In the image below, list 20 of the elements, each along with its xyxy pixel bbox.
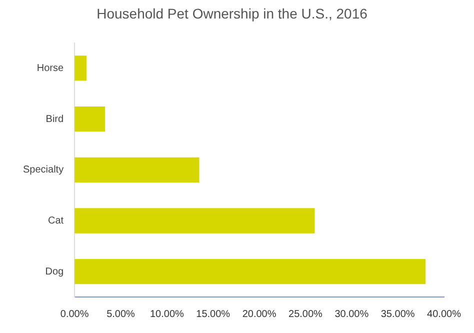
bar [74, 208, 315, 234]
y-tick-label: Specialty [23, 164, 64, 176]
x-tick-label: 5.00% [106, 308, 136, 320]
x-tick-label: 20.00% [242, 308, 276, 320]
x-tick-label: 30.00% [334, 308, 369, 320]
x-tick-label: 15.00% [196, 308, 230, 320]
x-tick-label: 0.00% [60, 308, 89, 320]
y-tick-label: Dog [45, 266, 64, 278]
x-tick-label: 40.00% [427, 308, 462, 320]
y-tick-label: Bird [46, 114, 64, 125]
bar [74, 258, 426, 284]
x-tick-label: 25.00% [288, 308, 323, 320]
x-tick-label: 35.00% [380, 308, 415, 320]
y-tick-label: Horse [36, 62, 64, 74]
x-tick-label: 10.00% [150, 308, 184, 320]
y-tick-label: Cat [48, 215, 64, 226]
bar [74, 106, 106, 132]
bar [74, 56, 87, 81]
chart-title: Household Pet Ownership in the U.S., 2016 [96, 5, 368, 22]
bar [74, 157, 200, 182]
